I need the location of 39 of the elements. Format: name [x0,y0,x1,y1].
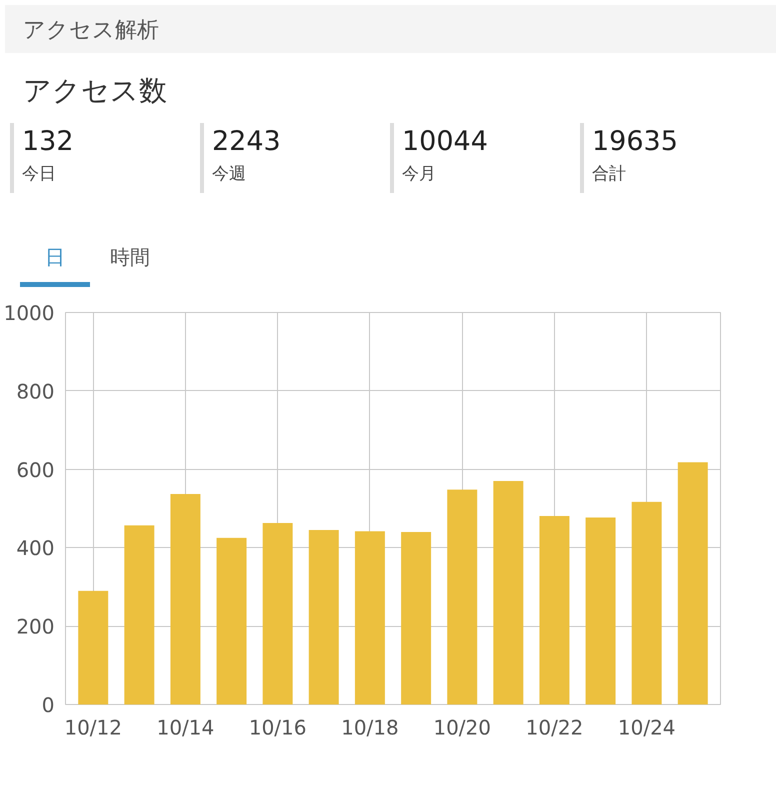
bar [78,590,108,704]
bar [216,538,247,704]
bar [586,518,616,704]
x-tick-label: 10/20 [433,716,492,740]
bar [170,494,200,704]
y-tick-label: 800 [16,379,55,404]
bar [124,525,154,704]
bar [539,516,570,704]
text: 日 [45,244,65,271]
text: 今月 [402,162,437,186]
x-tick-label: 10/14 [156,716,214,740]
chart-subtitle: アクセス数 [23,73,167,109]
x-tick-label: 10/12 [64,716,122,740]
text: 19635 [592,125,678,159]
x-tick-label: 10/16 [248,716,307,740]
text: 合計 [592,162,627,186]
bar [262,523,293,704]
bar [493,481,524,704]
text: 132 [22,125,74,159]
bar [401,532,432,704]
text: 今日 [22,162,57,186]
y-tick-label: 1000 [4,301,55,325]
y-tick-label: 200 [16,614,55,639]
chart-title: アクセス解析 [23,17,159,45]
bar [678,462,708,704]
y-tick-label: 400 [16,536,55,560]
bar [447,490,478,704]
text: 今週 [212,162,247,186]
text: 10044 [402,125,488,159]
bar [308,530,339,704]
y-tick-label: 0 [42,693,55,717]
bar [354,531,385,704]
x-tick-label: 10/22 [526,716,584,740]
text: 2243 [212,125,281,159]
text: 時間 [110,244,150,271]
y-tick-label: 600 [16,458,55,482]
x-tick-label: 10/24 [618,716,676,740]
bar [632,502,662,704]
x-tick-label: 10/18 [341,716,399,740]
